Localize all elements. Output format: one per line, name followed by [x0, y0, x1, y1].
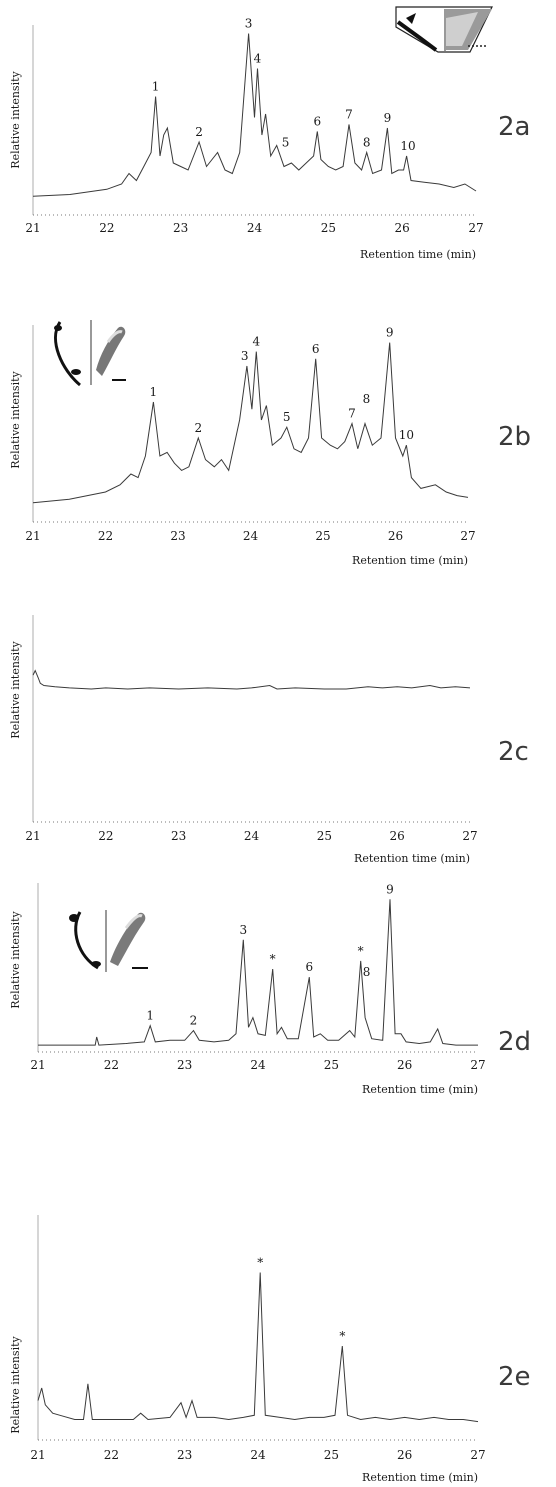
peak-marker-asterisk: * — [270, 952, 276, 966]
x-axis-title: Retention time (min) — [360, 248, 476, 261]
peak-label: 9 — [386, 326, 394, 340]
x-tick-label: 25 — [317, 829, 332, 843]
y-axis-title: Relative intensity — [9, 640, 22, 738]
peak-label: 9 — [384, 111, 392, 125]
x-tick-label: 21 — [30, 1058, 45, 1072]
y-axis-title: Relative intensity — [9, 1335, 22, 1433]
x-tick-label: 24 — [244, 829, 260, 843]
chromatogram-trace — [38, 899, 478, 1046]
sherd-illustration-2d — [69, 910, 148, 972]
panel-label: 2b — [498, 422, 531, 452]
peak-label: 9 — [386, 882, 394, 896]
x-tick-label: 21 — [25, 829, 40, 843]
x-tick-label: 26 — [395, 221, 410, 235]
chromatogram-trace — [32, 669, 471, 690]
x-axis-title: Retention time (min) — [354, 852, 470, 865]
peak-label: 6 — [306, 960, 314, 974]
x-tick-label: 22 — [99, 221, 114, 235]
peak-label: 5 — [283, 410, 291, 424]
peak-label: 1 — [150, 385, 158, 399]
x-tick-label: 23 — [177, 1448, 192, 1462]
peak-label: 2 — [190, 1014, 198, 1028]
x-tick-label: 24 — [250, 1448, 266, 1462]
x-tick-label: 25 — [324, 1448, 339, 1462]
peak-label: 8 — [363, 392, 371, 406]
x-tick-label: 25 — [321, 221, 336, 235]
x-tick-label: 21 — [25, 529, 40, 543]
x-tick-label: 27 — [470, 1448, 485, 1462]
peak-label: 7 — [345, 108, 353, 122]
x-tick-label: 26 — [397, 1448, 412, 1462]
x-axis-title: Retention time (min) — [362, 1471, 478, 1484]
x-tick-label: 26 — [390, 829, 405, 843]
x-tick-label: 27 — [460, 529, 475, 543]
x-tick-label: 23 — [171, 829, 186, 843]
x-tick-label: 25 — [324, 1058, 339, 1072]
panel-label: 2e — [498, 1362, 531, 1392]
peak-label: 4 — [252, 335, 260, 349]
chromatogram-panel-2e: 21 22 23 24 25 26 27 Retention time (min) Relati… — [9, 1215, 531, 1484]
x-tick-label: 23 — [173, 221, 188, 235]
x-tick-label: 25 — [315, 529, 330, 543]
x-tick-label: 22 — [104, 1448, 119, 1462]
sherd-illustration-2b — [54, 320, 126, 387]
chromatogram-trace — [32, 33, 477, 197]
y-axis-title: Relative intensity — [9, 910, 22, 1008]
chromatogram-trace — [37, 1272, 479, 1423]
x-tick-label: 22 — [98, 529, 113, 543]
peak-label: 8 — [363, 136, 371, 150]
y-axis-title: Relative intensity — [9, 370, 22, 468]
x-tick-label: 26 — [388, 529, 403, 543]
peak-marker-asterisk: * — [358, 944, 364, 958]
x-tick-label: 24 — [250, 1058, 266, 1072]
peak-label: 8 — [363, 965, 371, 979]
x-tick-label: 22 — [104, 1058, 119, 1072]
x-tick-label: 23 — [177, 1058, 192, 1072]
x-axis-title: Retention time (min) — [362, 1083, 478, 1096]
peak-label: 4 — [254, 52, 262, 66]
peak-label: 1 — [146, 1009, 154, 1023]
peak-label: 7 — [348, 407, 356, 421]
panel-label: 2a — [498, 112, 530, 142]
x-tick-label: 21 — [25, 221, 40, 235]
peak-label: 3 — [245, 17, 253, 31]
peak-marker-asterisk: * — [257, 1256, 263, 1270]
peak-label: 1 — [152, 80, 160, 94]
x-tick-label: 27 — [462, 829, 477, 843]
peak-marker-asterisk: * — [339, 1329, 345, 1343]
x-tick-label: 26 — [397, 1058, 412, 1072]
sherd-illustration-2a — [395, 6, 493, 53]
y-axis-title: Relative intensity — [9, 70, 22, 168]
x-tick-label: 24 — [247, 221, 263, 235]
chromatogram-panel-2c: 21 22 23 24 25 26 27 Retention time (min) Relati… — [9, 615, 529, 865]
peak-label: 6 — [312, 342, 320, 356]
peak-label: 3 — [241, 349, 249, 363]
x-axis-title: Retention time (min) — [352, 554, 468, 567]
x-tick-label: 24 — [243, 529, 259, 543]
x-tick-label: 21 — [30, 1448, 45, 1462]
panel-label: 2c — [498, 737, 529, 767]
peak-label: 10 — [399, 428, 414, 442]
peak-label: 5 — [282, 136, 290, 150]
x-tick-label: 22 — [98, 829, 113, 843]
x-tick-label: 27 — [470, 1058, 485, 1072]
peak-label: 10 — [400, 139, 415, 153]
chromatogram-trace — [32, 342, 469, 504]
x-tick-label: 27 — [468, 221, 483, 235]
peak-label: 3 — [240, 923, 248, 937]
x-tick-label: 23 — [170, 529, 185, 543]
peak-label: 2 — [195, 125, 203, 139]
peak-label: 6 — [313, 115, 321, 129]
peak-label: 2 — [194, 421, 202, 435]
panel-label: 2d — [498, 1027, 531, 1057]
